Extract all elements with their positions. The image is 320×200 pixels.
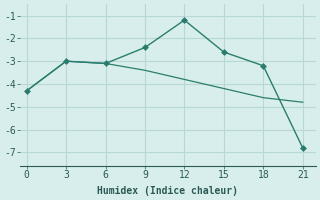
X-axis label: Humidex (Indice chaleur): Humidex (Indice chaleur)	[98, 186, 238, 196]
